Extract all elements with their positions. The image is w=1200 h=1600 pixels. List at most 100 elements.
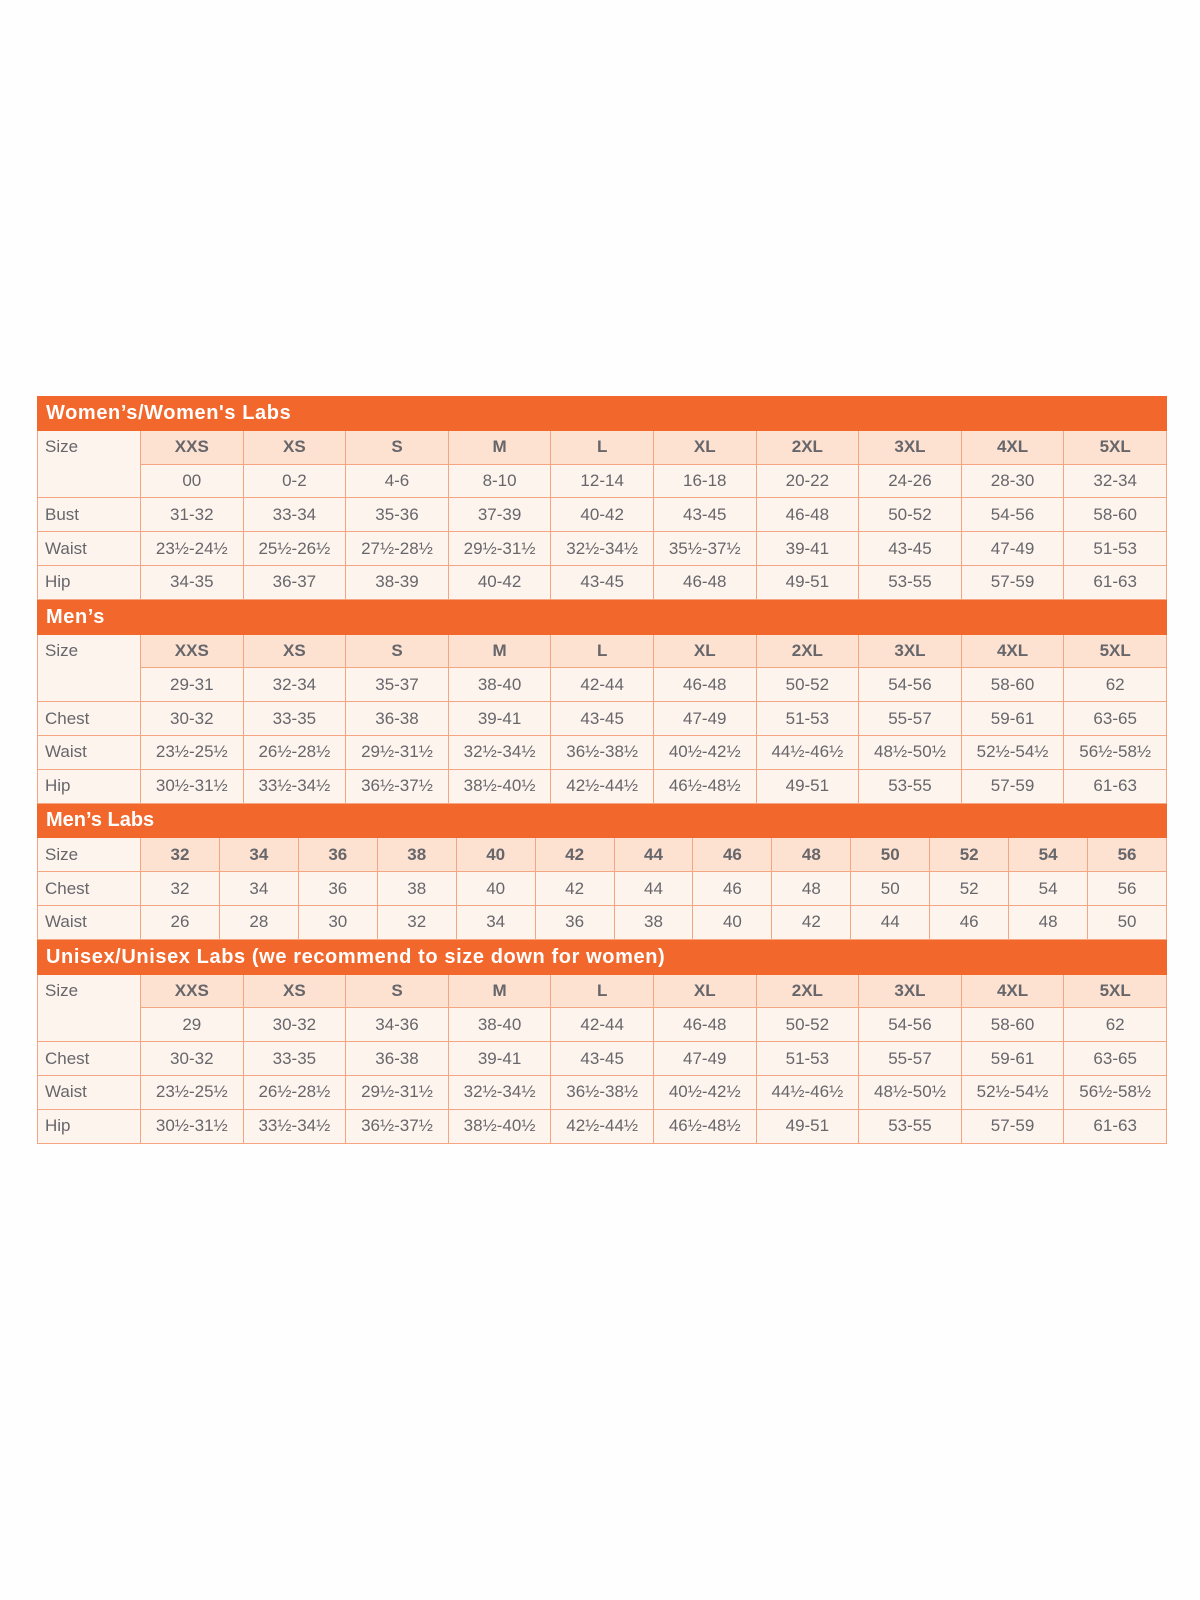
size-cell: 5XL (1063, 633, 1167, 669)
measurement-cell: 58-60 (1063, 497, 1167, 533)
size-table-section: Men’s Labs Size 32 34 36 38 40 42 44 46 48 50 52 54 56… (37, 803, 1167, 940)
measurement-cell: 44½-46½ (755, 1074, 860, 1110)
measurement-cell: 50 (1087, 904, 1167, 940)
size-cell: XL (652, 429, 757, 465)
row-label: Waist (37, 734, 141, 770)
measurement-cell: 54-56 (960, 497, 1065, 533)
row-label: Chest (37, 701, 141, 736)
measurement-cell: 47-49 (652, 701, 757, 736)
measurement-cell: 36½-37½ (345, 768, 449, 804)
numeric-size-cell: 30-32 (242, 1007, 347, 1043)
size-cell: 3XL (858, 429, 962, 465)
measurement-cell: 37-39 (447, 497, 552, 533)
numeric-size-cell: 16-18 (652, 463, 757, 499)
measurement-cell: 51-53 (755, 701, 860, 736)
measurement-cell: 40½-42½ (652, 734, 757, 770)
size-cell: 4XL (960, 429, 1065, 465)
numeric-size-cell: 34-36 (345, 1007, 449, 1043)
size-cell: 36 (297, 837, 378, 873)
measurement-cell: 38 (376, 871, 457, 906)
measurement-cell: 44½-46½ (755, 734, 860, 770)
measurement-cell: 61-63 (1063, 564, 1167, 600)
measurement-cell: 53-55 (858, 564, 962, 600)
row-label: Waist (37, 904, 141, 940)
measurement-cell: 57-59 (960, 564, 1065, 600)
size-cell: S (345, 429, 449, 465)
measurement-cell: 52 (929, 871, 1010, 906)
measurement-cell: 23½-25½ (140, 734, 244, 770)
numeric-size-cell: 50-52 (755, 1007, 860, 1043)
measurement-cell: 27½-28½ (345, 531, 449, 566)
size-cell: 3XL (858, 633, 962, 669)
measurement-cell: 46-48 (755, 497, 860, 533)
measurement-cell: 50-52 (858, 497, 962, 533)
measurement-cell: 56½-58½ (1063, 1074, 1167, 1110)
measurement-cell: 33-34 (242, 497, 347, 533)
measurement-cell: 33-35 (242, 1041, 347, 1076)
numeric-size-cell: 46-48 (652, 667, 757, 703)
numeric-size-cell: 58-60 (960, 1007, 1065, 1043)
row-label: Bust (37, 497, 141, 533)
measurement-cell: 26 (140, 904, 220, 940)
size-cell: 2XL (755, 429, 860, 465)
size-table-section: Men’s Size XXS XS S M L XL 2XL 3XL 4XL 5XL 29-31 32-3… (37, 599, 1167, 804)
measurement-cell: 63-65 (1063, 1041, 1167, 1076)
size-row: Size XXS XS S M L XL 2XL 3XL 4XL 5XL (37, 633, 1167, 703)
measurement-row: Waist 26 28 30 32 34 36 38 40 42 44 46 48 50 (37, 904, 1167, 940)
numeric-size-cell: 38-40 (447, 667, 552, 703)
numeric-size-cell: 8-10 (447, 463, 552, 499)
measurement-cell: 33½-34½ (242, 768, 347, 804)
size-cell: XXS (140, 973, 244, 1009)
measurement-row: Waist 23½-25½ 26½-28½ 29½-31½ 32½-34½ 36½-38½… (37, 734, 1167, 770)
measurement-cell: 48 (771, 871, 852, 906)
measurement-cell: 43-45 (652, 497, 757, 533)
measurement-cell: 43-45 (550, 701, 654, 736)
size-cell: S (345, 973, 449, 1009)
size-cell: 46 (692, 837, 773, 873)
measurement-cell: 40 (692, 904, 773, 940)
measurement-cell: 42½-44½ (550, 1108, 654, 1144)
size-cell: XXS (140, 429, 244, 465)
size-cell: L (550, 973, 654, 1009)
size-cell: M (447, 973, 552, 1009)
numeric-size-cell: 38-40 (447, 1007, 552, 1043)
row-label: Size (37, 429, 141, 499)
measurement-row: Hip 34-35 36-37 38-39 40-42 43-45 46-48 49-51 53… (37, 564, 1167, 600)
measurement-row: Chest 30-32 33-35 36-38 39-41 43-45 47-49 51-53… (37, 701, 1167, 736)
measurement-cell: 32 (140, 871, 220, 906)
measurement-cell: 40½-42½ (652, 1074, 757, 1110)
size-cell: 38 (376, 837, 457, 873)
measurement-row: Chest 30-32 33-35 36-38 39-41 43-45 47-49 51-53… (37, 1041, 1167, 1076)
measurement-cell: 35½-37½ (652, 531, 757, 566)
measurement-cell: 49-51 (755, 768, 860, 804)
size-cell: XXS (140, 633, 244, 669)
numeric-size-cell: 29 (140, 1007, 244, 1043)
measurement-cell: 44 (850, 904, 931, 940)
measurement-cell: 59-61 (960, 701, 1065, 736)
measurement-cell: 26½-28½ (242, 1074, 347, 1110)
row-label: Size (37, 837, 141, 873)
measurement-cell: 40-42 (550, 497, 654, 533)
row-label: Chest (37, 1041, 141, 1076)
measurement-cell: 29½-31½ (345, 1074, 449, 1110)
numeric-size-cell: 12-14 (550, 463, 654, 499)
size-cell: 44 (613, 837, 694, 873)
numeric-size-row: 00 0-2 4-6 8-10 12-14 16-18 20-22 24-26 28-30 32-… (38, 463, 1167, 499)
measurement-cell: 32½-34½ (447, 1074, 552, 1110)
measurement-cell: 47-49 (960, 531, 1065, 566)
size-cell: 48 (771, 837, 852, 873)
size-cell: 32 (140, 837, 220, 873)
size-table-section: Women’s/Women's Labs Size XXS XS S M L XL 2XL 3XL… (37, 396, 1167, 600)
measurement-cell: 39-41 (447, 701, 552, 736)
size-cell: 54 (1008, 837, 1089, 873)
measurement-cell: 50 (850, 871, 931, 906)
size-cell: 52 (929, 837, 1010, 873)
size-row: Size XXS XS S M L XL 2XL 3XL 4XL 5XL (37, 973, 1167, 1043)
measurement-cell: 43-45 (858, 531, 962, 566)
size-cell: M (447, 633, 552, 669)
size-cell: XS (242, 429, 347, 465)
row-label: Chest (37, 871, 141, 906)
size-cell: XS (242, 973, 347, 1009)
size-cell: XS (242, 633, 347, 669)
measurement-cell: 46-48 (652, 564, 757, 600)
